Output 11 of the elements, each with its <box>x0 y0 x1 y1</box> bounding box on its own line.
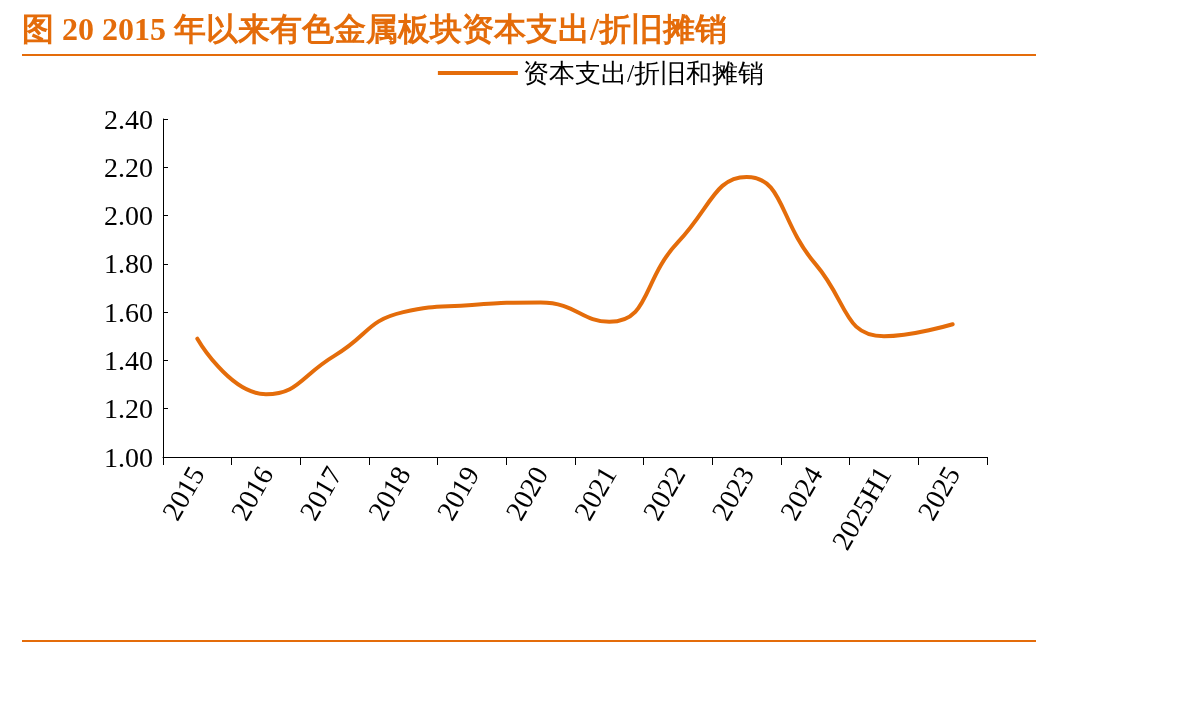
y-tick-label: 2.40 <box>104 103 153 135</box>
chart-title: 图 20 2015 年以来有色金属板块资本支出/折旧摊销 <box>22 8 1036 56</box>
line-series <box>195 174 955 397</box>
y-tick-label: 2.00 <box>104 200 153 232</box>
y-tick-label: 2.20 <box>104 151 153 183</box>
y-tick-label: 1.40 <box>104 344 153 376</box>
y-tick-label: 1.60 <box>104 296 153 328</box>
y-tick-label: 1.00 <box>104 441 153 473</box>
y-tick-label: 1.80 <box>104 248 153 280</box>
legend-label: 资本支出/折旧和摊销 <box>522 58 765 88</box>
y-tick-label: 1.20 <box>104 393 153 425</box>
